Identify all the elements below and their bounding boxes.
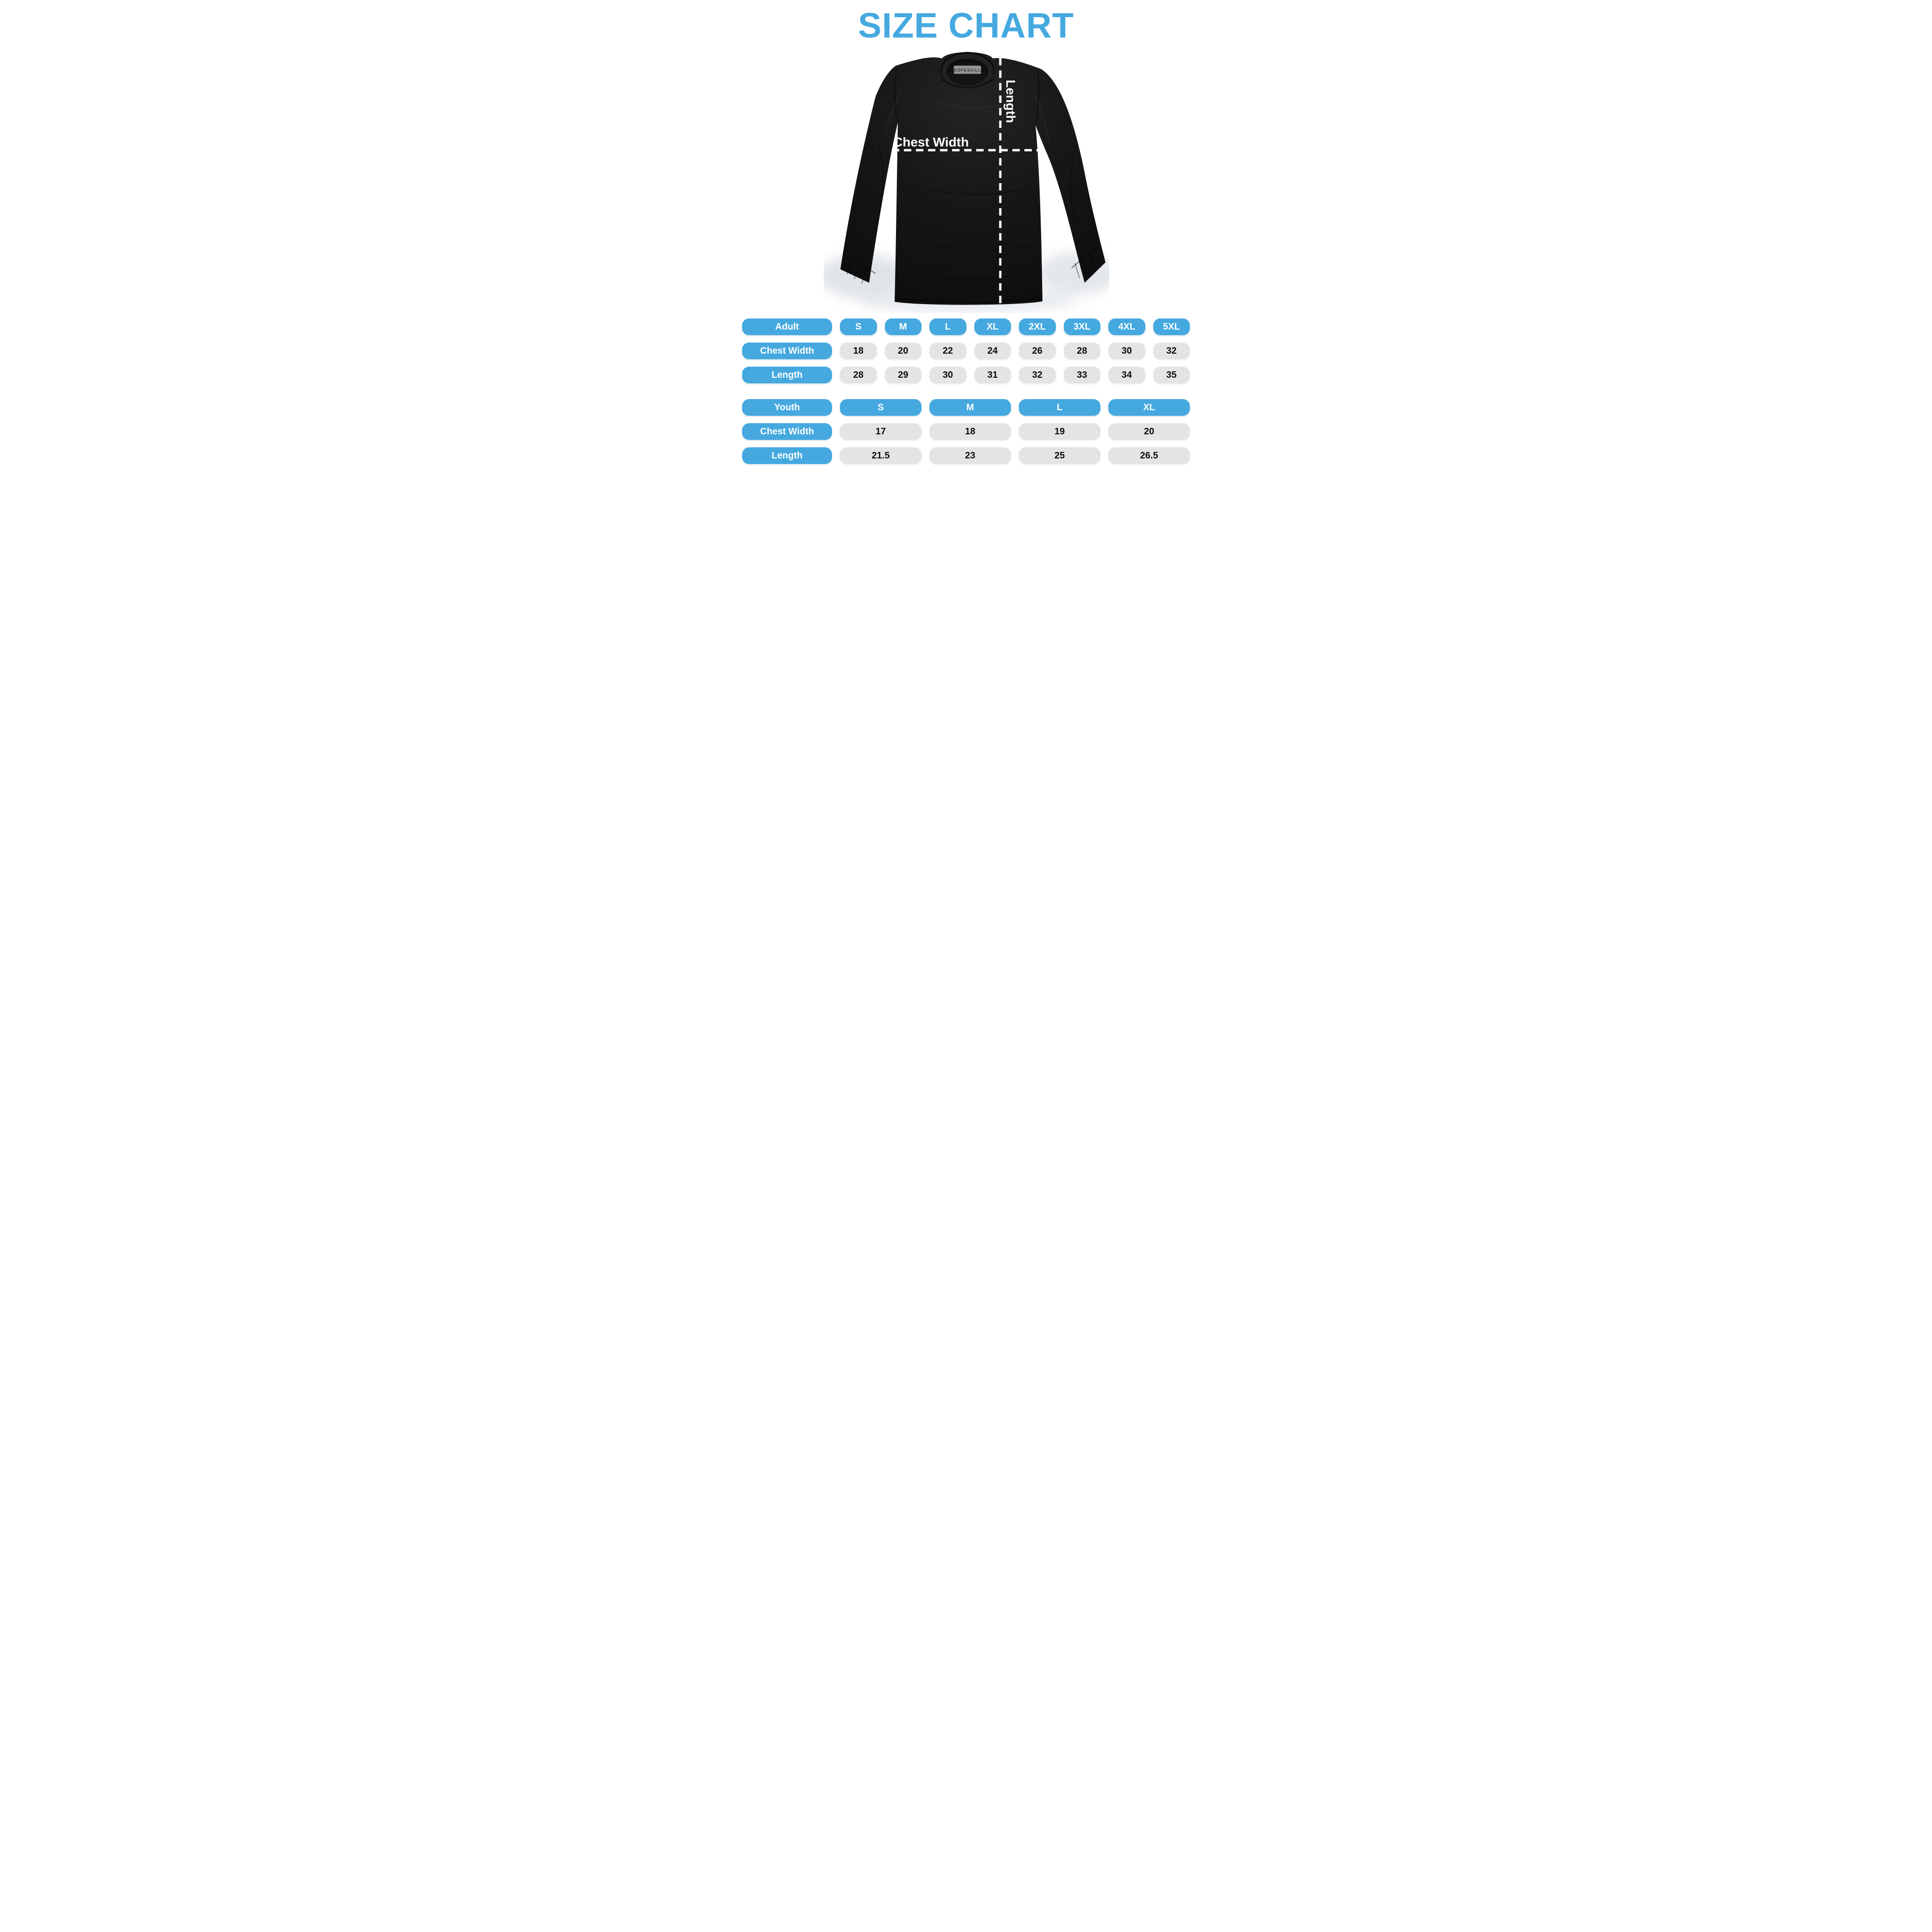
adult-table-label: Adult — [742, 318, 832, 335]
value-cell: 24 — [974, 343, 1011, 359]
chest-width-annotation: Chest Width — [893, 135, 969, 149]
adult-chest-width-row: Chest Width 18 20 22 24 26 28 30 32 — [742, 343, 1190, 359]
youth-size-s: S — [840, 399, 922, 416]
value-cell: 23 — [929, 447, 1011, 464]
shirt-highlights — [884, 89, 1050, 143]
cuff-ribbing — [846, 253, 1095, 284]
value-cell: 18 — [840, 343, 877, 359]
value-cell: 29 — [884, 367, 922, 383]
brand-tag: DOPESKILL — [953, 65, 981, 74]
adult-size-table: Adult S M L XL 2XL 3XL 4XL 5XL Chest Wid… — [742, 318, 1190, 383]
youth-size-table: Youth S M L XL Chest Width 17 18 19 20 L… — [742, 399, 1190, 464]
youth-size-l: L — [1019, 399, 1100, 416]
value-cell: 35 — [1153, 367, 1190, 383]
value-cell: 30 — [1108, 343, 1145, 359]
value-cell: 17 — [840, 423, 922, 440]
page-title: SIZE CHART — [858, 6, 1074, 45]
length-annotation: Length — [1004, 80, 1018, 123]
youth-size-xl: XL — [1108, 399, 1190, 416]
value-cell: 32 — [1153, 343, 1190, 359]
youth-chest-width-row: Chest Width 17 18 19 20 — [742, 423, 1190, 440]
value-cell: 33 — [1063, 367, 1100, 383]
value-cell: 21.5 — [840, 447, 922, 464]
row-label: Length — [742, 447, 832, 464]
value-cell: 28 — [1063, 343, 1100, 359]
value-cell: 26 — [1019, 343, 1056, 359]
value-cell: 19 — [1019, 423, 1100, 440]
value-cell: 20 — [1108, 423, 1190, 440]
value-cell: 34 — [1108, 367, 1145, 383]
adult-size-3xl: 3XL — [1063, 318, 1100, 335]
adult-size-4xl: 4XL — [1108, 318, 1145, 335]
youth-header-row: Youth S M L XL — [742, 399, 1190, 416]
youth-length-row: Length 21.5 23 25 26.5 — [742, 447, 1190, 464]
brand-tag-label: DOPESKILL — [954, 68, 981, 73]
shirt-diagram: DOPESKILL Chest Width Length — [724, 45, 1208, 313]
row-label: Chest Width — [742, 423, 832, 440]
value-cell: 32 — [1019, 367, 1056, 383]
adult-length-row: Length 28 29 30 31 32 33 34 35 — [742, 367, 1190, 383]
value-cell: 20 — [884, 343, 922, 359]
row-label: Chest Width — [742, 343, 832, 359]
value-cell: 31 — [974, 367, 1011, 383]
value-cell: 26.5 — [1108, 447, 1190, 464]
value-cell: 18 — [929, 423, 1011, 440]
adult-size-xl: XL — [974, 318, 1011, 335]
adult-size-2xl: 2XL — [1019, 318, 1056, 335]
adult-size-s: S — [840, 318, 877, 335]
shirt-body — [840, 52, 1106, 305]
size-chart-page: SIZE CHART — [724, 0, 1208, 483]
adult-size-m: M — [884, 318, 922, 335]
adult-size-l: L — [929, 318, 966, 335]
row-label: Length — [742, 367, 832, 383]
youth-size-m: M — [929, 399, 1011, 416]
size-tables: Adult S M L XL 2XL 3XL 4XL 5XL Chest Wid… — [742, 318, 1190, 464]
value-cell: 30 — [929, 367, 966, 383]
adult-header-row: Adult S M L XL 2XL 3XL 4XL 5XL — [742, 318, 1190, 335]
long-sleeve-shirt-illustration: DOPESKILL Chest Width Length — [824, 52, 1109, 313]
youth-table-label: Youth — [742, 399, 832, 416]
adult-size-5xl: 5XL — [1153, 318, 1190, 335]
value-cell: 25 — [1019, 447, 1100, 464]
value-cell: 22 — [929, 343, 966, 359]
value-cell: 28 — [840, 367, 877, 383]
shirt-wrinkles — [877, 140, 1077, 280]
